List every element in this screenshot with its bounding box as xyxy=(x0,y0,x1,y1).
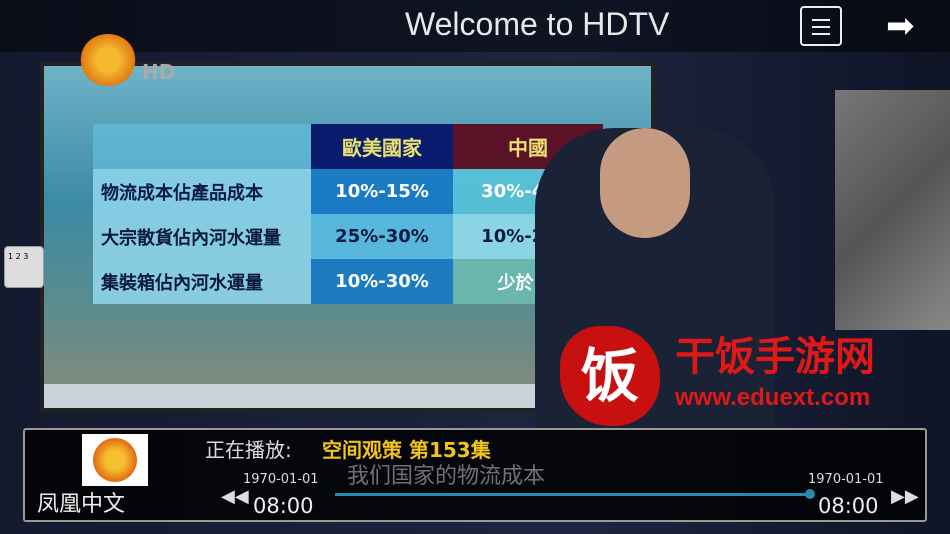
end-time: 08:00 xyxy=(818,494,879,518)
presenter-head xyxy=(600,128,690,238)
phoenix-logo xyxy=(80,34,136,86)
channel-logo xyxy=(82,434,148,486)
app-title: Welcome to HDTV xyxy=(405,6,670,42)
watermark-badge: 饭 xyxy=(560,326,660,426)
rewind-icon[interactable]: ◀◀ xyxy=(221,486,249,507)
now-playing-label: 正在播放: xyxy=(205,438,292,462)
arrow-right-icon[interactable]: ➡ xyxy=(886,6,915,46)
subtitle: 我们国家的物流成本 xyxy=(347,464,546,489)
background-panel xyxy=(835,90,950,330)
channel-name: 凤凰中文 xyxy=(37,492,126,517)
watermark-text: 干饭手游网 xyxy=(675,334,875,380)
end-date: 1970-01-01 xyxy=(808,472,884,487)
header-cell: 歐美國家 xyxy=(311,124,453,169)
info-overlay: 凤凰中文 正在播放: 空间观策 第153集 我们国家的物流成本 1970-01-… xyxy=(23,428,927,522)
table-row: 大宗散貨佔內河水運量 25%-30% 10%-20% xyxy=(93,214,603,259)
progress-bar[interactable] xyxy=(335,493,811,496)
table-row: 物流成本佔產品成本 10%-15% 30%-40% xyxy=(93,169,603,214)
progress-knob[interactable] xyxy=(805,489,816,499)
program-title: 空间观策 第153集 xyxy=(322,438,491,462)
hd-label: HD xyxy=(142,60,176,84)
fast-forward-icon[interactable]: ▶▶ xyxy=(891,486,919,507)
start-date: 1970-01-01 xyxy=(243,472,319,487)
data-table: 歐美國家 中國 物流成本佔產品成本 10%-15% 30%-40% 大宗散貨佔內河水運… xyxy=(93,124,603,304)
start-time: 08:00 xyxy=(253,494,314,518)
menu-button[interactable] xyxy=(800,6,842,46)
top-bar xyxy=(0,0,950,52)
watermark-url: www.eduext.com xyxy=(675,384,871,411)
channel-list-button[interactable]: 1 2 3 xyxy=(4,246,44,288)
table-row: 集裝箱佔內河水運量 10%-30% 少於10 xyxy=(93,259,603,304)
